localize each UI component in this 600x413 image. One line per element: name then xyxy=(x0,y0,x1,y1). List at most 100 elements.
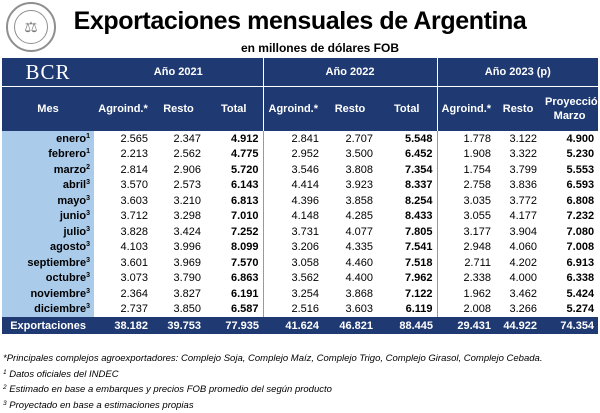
value-cell: 3.828 xyxy=(120,225,148,238)
value-cell: 8.099 xyxy=(230,241,259,254)
month-cell: agosto3 xyxy=(2,239,94,255)
value-cell: 4.060 xyxy=(509,241,538,254)
value-cell: 2.814 xyxy=(120,163,148,176)
total-value-cell: 46.821 xyxy=(323,317,377,334)
value-cell: 3.858 xyxy=(345,194,373,207)
value-cell: 3.790 xyxy=(173,272,201,285)
value-cell: 3.562 xyxy=(262,270,323,286)
value-cell: 2.711 xyxy=(436,255,496,271)
value-cell: 2.516 xyxy=(262,301,323,317)
year-2021-header: Año 2021 xyxy=(94,58,263,87)
total-row: Exportaciones 38.182 39.753 77.935 41.624 46.… xyxy=(2,317,599,334)
value-cell: 2.906 xyxy=(173,163,201,176)
value-cell: 3.827 xyxy=(173,287,201,300)
value-cell: 3.836 xyxy=(509,179,538,192)
value-cell: 5.424 xyxy=(566,287,595,300)
month-cell: septiembre3 xyxy=(2,255,94,271)
col-resto-2023: Resto xyxy=(495,86,542,131)
value-cell: 6.808 xyxy=(566,194,595,207)
value-cell: 4.202 xyxy=(509,256,538,269)
value-cell: 3.055 xyxy=(436,208,496,224)
value-cell: 3.923 xyxy=(345,179,373,192)
value-cell: 4.400 xyxy=(345,272,373,285)
value-cell: 3.868 xyxy=(345,287,373,300)
value-cell: 6.863 xyxy=(230,272,259,285)
month-cell: julio3 xyxy=(2,224,94,240)
footnote: *Principales complejos agroexportadores:… xyxy=(3,353,543,364)
table-row: enero1 2.565 2.347 4.912 2.841 2.707 5.548 1.77… xyxy=(2,131,598,147)
value-cell: 6.587 xyxy=(230,303,259,316)
month-cell: diciembre3 xyxy=(2,301,94,317)
value-cell: 6.143 xyxy=(230,179,259,192)
month-cell: mayo3 xyxy=(2,193,94,209)
value-cell: 6.813 xyxy=(230,194,259,207)
value-cell: 8.433 xyxy=(405,210,433,223)
value-cell: 7.962 xyxy=(405,272,433,285)
col-proyeccion-2023: Proyección Marzo xyxy=(541,86,600,131)
value-cell: 1.908 xyxy=(436,146,496,162)
value-cell: 2.364 xyxy=(120,287,148,300)
value-cell: 4.900 xyxy=(566,132,595,145)
value-cell: 3.322 xyxy=(509,148,538,161)
value-cell: 7.008 xyxy=(566,241,595,254)
total-value-cell: 38.182 xyxy=(94,317,152,334)
value-cell: 2.841 xyxy=(262,131,323,147)
value-cell: 2.562 xyxy=(173,148,201,161)
table-row: febrero1 2.213 2.562 4.775 2.952 3.500 6.452 1.… xyxy=(2,146,598,162)
table-row: abril3 3.570 2.573 6.143 4.414 3.923 8.337 2.75… xyxy=(2,177,598,193)
value-cell: 3.712 xyxy=(120,210,148,223)
value-cell: 3.500 xyxy=(345,148,373,161)
value-cell: 3.462 xyxy=(509,287,538,300)
col-agroind-2023: Agroind.* xyxy=(436,86,496,131)
value-cell: 3.177 xyxy=(436,224,496,240)
value-cell: 7.010 xyxy=(230,210,259,223)
exports-table: BCR Año 2021 Año 2022 Año 2023 (p) Mes A… xyxy=(2,58,600,334)
value-cell: 5.230 xyxy=(566,148,595,161)
value-cell: 3.603 xyxy=(345,303,373,316)
total-value-cell: 77.935 xyxy=(205,317,263,334)
value-cell: 5.274 xyxy=(566,303,595,316)
total-value-cell: 39.753 xyxy=(152,317,205,334)
value-cell: 3.546 xyxy=(262,162,323,178)
value-cell: 3.850 xyxy=(173,303,201,316)
value-cell: 4.285 xyxy=(345,210,373,223)
table-row: julio3 3.828 3.424 7.252 3.731 4.077 7.805 3.17… xyxy=(2,224,598,240)
page-title: Exportaciones mensuales de Argentina xyxy=(73,7,527,35)
value-cell: 6.452 xyxy=(405,148,433,161)
value-cell: 4.177 xyxy=(509,210,538,223)
value-cell: 3.969 xyxy=(173,256,201,269)
value-cell: 7.232 xyxy=(566,210,595,223)
value-cell: 1.754 xyxy=(436,162,496,178)
value-cell: 4.335 xyxy=(345,241,373,254)
total-value-cell: 88.445 xyxy=(377,317,438,334)
col-mes: Mes xyxy=(2,86,94,131)
col-total-2021: Total xyxy=(205,86,263,131)
value-cell: 5.720 xyxy=(230,163,259,176)
footnote: 2 Estimado en base a embarques y precios… xyxy=(3,384,332,395)
value-cell: 6.119 xyxy=(405,303,433,316)
table-row: noviembre3 2.364 3.827 6.191 3.254 3.868 7.122… xyxy=(2,286,598,302)
col-agroind-2022: Agroind.* xyxy=(262,86,323,131)
table-row: diciembre3 2.737 3.850 6.587 2.516 3.603 6.119… xyxy=(2,301,598,317)
value-cell: 2.338 xyxy=(436,270,496,286)
value-cell: 4.396 xyxy=(262,193,323,209)
value-cell: 6.191 xyxy=(230,287,259,300)
month-cell: abril3 xyxy=(2,177,94,193)
bcr-logo: BCR xyxy=(2,58,94,87)
table-row: mayo3 3.603 3.210 6.813 4.396 3.858 8.254 3.035… xyxy=(2,193,598,209)
month-cell: octubre3 xyxy=(2,270,94,286)
value-cell: 3.254 xyxy=(262,286,323,302)
value-cell: 5.553 xyxy=(566,163,595,176)
month-cell: junio3 xyxy=(2,208,94,224)
month-cell: febrero1 xyxy=(2,146,94,162)
table-row: agosto3 4.103 3.996 8.099 3.206 4.335 7.541 2.9… xyxy=(2,239,598,255)
col-resto-2021: Resto xyxy=(152,86,205,131)
year-2023-header: Año 2023 (p) xyxy=(436,58,599,87)
table-row: junio3 3.712 3.298 7.010 4.148 4.285 8.433 3.05… xyxy=(2,208,598,224)
value-cell: 3.073 xyxy=(120,272,148,285)
value-cell: 3.904 xyxy=(509,225,538,238)
total-label: Exportaciones xyxy=(2,317,94,334)
value-cell: 2.573 xyxy=(173,179,201,192)
value-cell: 2.008 xyxy=(436,301,496,317)
value-cell: 4.077 xyxy=(345,225,373,238)
